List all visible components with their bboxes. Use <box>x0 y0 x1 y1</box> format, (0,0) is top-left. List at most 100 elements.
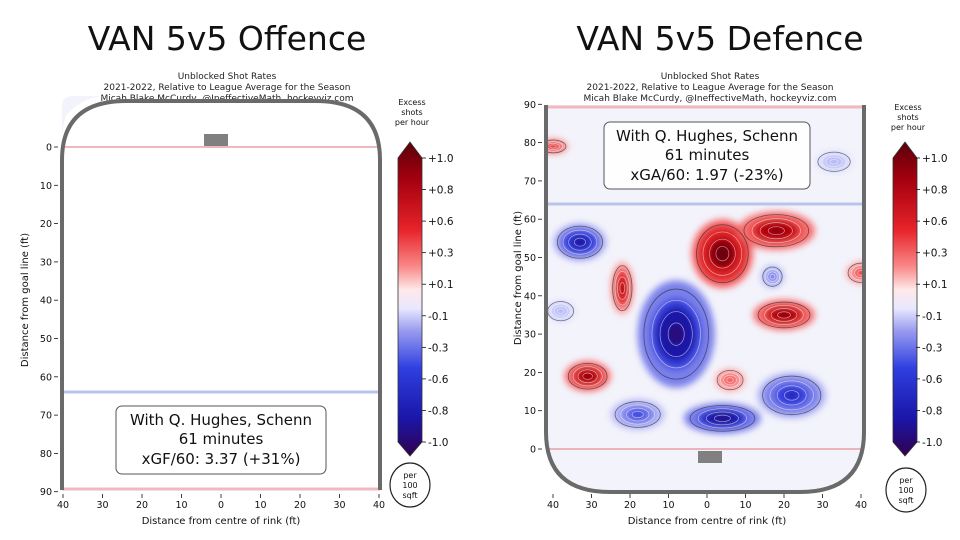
contour-line <box>715 246 730 262</box>
defence-unit-1: per <box>899 476 913 485</box>
defence-boards <box>544 105 866 494</box>
y-tick-label: 90 <box>40 487 52 498</box>
contour-line <box>145 313 187 334</box>
contour-line <box>549 144 557 149</box>
y-tick-label: 10 <box>40 181 52 192</box>
x-tick-label: 40 <box>855 500 867 511</box>
y-tick-label: 70 <box>40 411 52 422</box>
colorbar-label: +1.0 <box>922 153 948 165</box>
y-tick-label: 70 <box>524 176 536 187</box>
heat-cell <box>270 259 283 273</box>
contour-line <box>696 224 749 284</box>
offence-axes: 40 30 20 10 0 10 20 30 40 0 10 20 30 40 50 60 70 80 90 <box>40 143 385 512</box>
contour-line <box>825 156 843 167</box>
heat-cell <box>294 182 306 189</box>
contour-line <box>120 242 148 282</box>
contour-line <box>87 358 118 373</box>
contour-line <box>240 144 289 165</box>
contour-line <box>577 369 598 384</box>
offence-subtitle-2: 2021-2022, Relative to League Average fo… <box>104 83 351 93</box>
colorbar-label: +0.3 <box>922 248 948 260</box>
offence-annotation-line-3: xGF/60: 3.37 (+31%) <box>142 450 301 468</box>
contour-line <box>169 163 179 169</box>
contour-line <box>614 401 661 428</box>
contour-line <box>246 233 307 299</box>
heatmap-contours <box>546 139 864 432</box>
defence-colorbar: Excess shots per hour +1.0 +0.8 +0.6 +0.3 +0… <box>885 103 948 513</box>
offence-unit-circle <box>389 462 431 508</box>
y-tick-label: 40 <box>40 296 52 307</box>
heat-cell <box>225 221 233 227</box>
contour-line <box>220 216 238 231</box>
defence-subtitle-1: Unblocked Shot Rates <box>661 72 760 82</box>
contour-line <box>70 290 111 311</box>
defence-xlabel: Distance from centre of rink (ft) <box>628 516 787 527</box>
offence-annotation: With Q. Hughes, Schenn 61 minutes xGF/60… <box>115 405 327 475</box>
contour-line <box>279 172 321 198</box>
colorbar-label: -0.3 <box>922 342 943 354</box>
contour-line <box>252 149 277 160</box>
contour-line <box>617 276 628 300</box>
x-tick-label: 20 <box>624 500 636 511</box>
defence-colorbar-title-1: Excess <box>894 103 921 112</box>
contour-line <box>258 151 271 158</box>
contour-line <box>821 154 847 170</box>
x-tick-label: 0 <box>704 500 710 511</box>
heat-cell <box>161 321 170 326</box>
offence-colorbar-bar <box>397 141 423 457</box>
defence-unit-3: sqft <box>898 496 913 505</box>
contour-line <box>713 414 731 422</box>
contour-line <box>273 168 327 202</box>
defence-annotation-line-1: With Q. Hughes, Schenn <box>616 127 798 145</box>
x-tick-label: 40 <box>547 500 559 511</box>
y-tick-label: 60 <box>524 215 536 226</box>
contour-line <box>182 274 213 295</box>
x-tick-label: 10 <box>254 500 266 511</box>
offence-colorbar-labels: +1.0 +0.8 +0.6 +0.3 +0.1 -0.1 -0.3 -0.6 -0.8 -1.0 <box>422 153 454 449</box>
heat-cell <box>343 343 352 349</box>
contour-line <box>289 330 311 347</box>
colorbar-label: +0.8 <box>428 185 454 197</box>
contour-line <box>327 332 368 360</box>
offence-colorbar-title-1: Excess <box>398 98 425 107</box>
heat-cell <box>96 362 109 368</box>
y-tick-label: 80 <box>524 138 536 149</box>
contour-line <box>829 158 839 165</box>
colorbar-label: +0.6 <box>428 216 454 228</box>
contour-line <box>215 239 227 247</box>
heat-cell <box>717 247 728 260</box>
contour-line <box>279 322 321 355</box>
heat-cell <box>770 274 775 279</box>
contour-line <box>770 308 798 322</box>
contour-line <box>232 362 273 384</box>
contour-line <box>651 299 701 369</box>
defence-annotation-line-3: xGA/60: 1.97 (-23%) <box>630 166 783 184</box>
contour-line <box>546 141 564 152</box>
y-tick-label: 30 <box>40 257 52 268</box>
heat-cell <box>715 415 729 421</box>
y-tick-label: 80 <box>40 449 52 460</box>
x-tick-label: 40 <box>373 500 385 511</box>
defence-annotation: With Q. Hughes, Schenn 61 minutes xGA/60… <box>603 121 811 190</box>
contour-line <box>776 385 807 406</box>
contour-line <box>167 265 228 305</box>
offence-unit-1: per <box>403 471 417 480</box>
colorbar-label: +1.0 <box>428 153 454 165</box>
contour-line <box>79 355 126 376</box>
contour-line <box>337 339 358 353</box>
contour-line <box>777 311 791 319</box>
contour-line <box>247 370 258 376</box>
offence-colorbar-title-2: shots <box>401 108 422 117</box>
heatmap-fill <box>62 143 380 442</box>
offence-title: VAN 5v5 Offence <box>88 19 367 58</box>
contour-line <box>85 297 96 303</box>
contour-line <box>242 367 263 379</box>
y-tick-label: 20 <box>524 368 536 379</box>
contour-line <box>769 380 814 411</box>
contour-line <box>268 257 285 275</box>
contour-line <box>643 288 709 380</box>
colorbar-label: +0.8 <box>922 185 948 197</box>
defence-colorbar-title-2: shots <box>897 113 918 122</box>
heat-cell <box>727 378 733 382</box>
